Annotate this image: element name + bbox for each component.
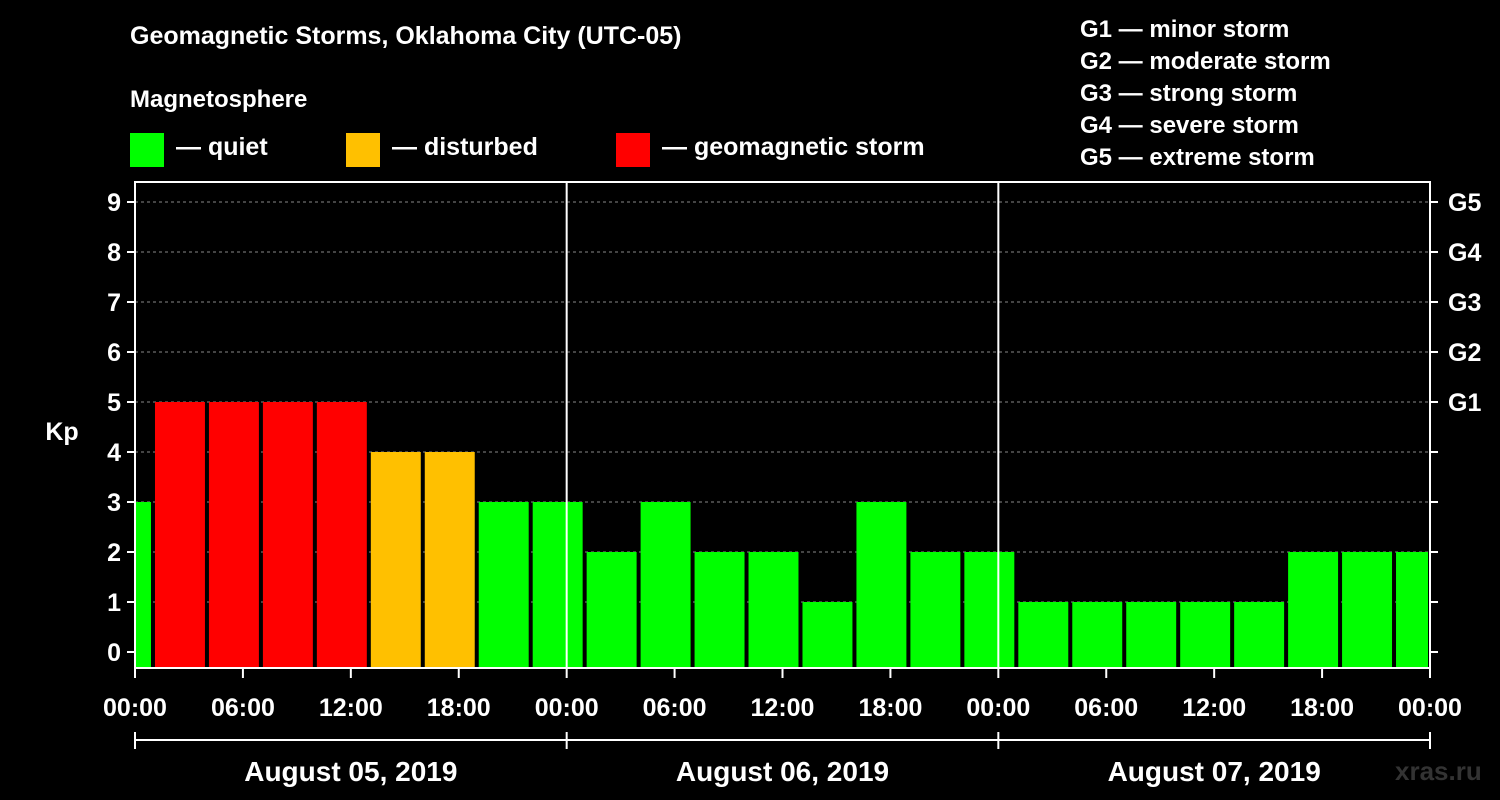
kp-bar — [856, 502, 907, 668]
kp-bar — [964, 552, 1015, 668]
legend-label-storm: — geomagnetic storm — [662, 133, 925, 161]
legend-label-disturbed: — disturbed — [392, 133, 538, 161]
kp-bar — [1180, 602, 1231, 668]
g-level-label: G2 — [1448, 339, 1481, 367]
kp-bar — [1234, 602, 1285, 668]
kp-bar — [1018, 602, 1069, 668]
kp-bar — [748, 552, 799, 668]
kp-bar — [640, 502, 691, 668]
kp-bar — [586, 552, 637, 668]
g-level-label: G1 — [1448, 389, 1481, 417]
x-tick-label: 00:00 — [103, 694, 167, 722]
day-label: August 07, 2019 — [1108, 756, 1321, 787]
x-tick-label: 00:00 — [535, 694, 599, 722]
g-scale-g3: G3 — strong storm — [1080, 80, 1298, 107]
x-tick-label: 00:00 — [966, 694, 1030, 722]
kp-bar — [136, 502, 151, 668]
kp-bar — [532, 502, 583, 668]
kp-bar — [370, 452, 421, 668]
x-tick-label: 18:00 — [858, 694, 922, 722]
legend-label-quiet: — quiet — [176, 133, 268, 161]
g-level-label: G4 — [1448, 239, 1481, 267]
kp-bar — [802, 602, 853, 668]
g-scale-g2: G2 — moderate storm — [1080, 48, 1331, 75]
kp-bar — [154, 402, 205, 668]
day-label: August 06, 2019 — [676, 756, 889, 787]
g-scale-g5: G5 — extreme storm — [1080, 144, 1315, 171]
kp-bar — [316, 402, 367, 668]
day-label: August 05, 2019 — [244, 756, 457, 787]
kp-bar — [1396, 552, 1428, 668]
legend-swatch-disturbed — [346, 133, 380, 167]
y-tick-label: 1 — [107, 589, 121, 617]
y-tick-label: 3 — [107, 489, 121, 517]
y-axis-label: Kp — [45, 418, 78, 446]
kp-bar — [478, 502, 529, 668]
kp-bar — [1072, 602, 1123, 668]
y-tick-label: 0 — [107, 639, 121, 667]
x-tick-label: 00:00 — [1398, 694, 1462, 722]
magnetosphere-title: Magnetosphere — [130, 86, 308, 113]
legend-swatch-storm — [616, 133, 650, 167]
x-tick-label: 06:00 — [643, 694, 707, 722]
legend-swatch-quiet — [130, 133, 164, 167]
y-tick-label: 4 — [107, 439, 121, 467]
y-tick-label: 7 — [107, 289, 121, 317]
y-tick-label: 2 — [107, 539, 121, 567]
kp-bar — [262, 402, 313, 668]
y-tick-label: 6 — [107, 339, 121, 367]
y-tick-label: 5 — [107, 389, 121, 417]
g-level-label: G3 — [1448, 289, 1481, 317]
x-tick-label: 18:00 — [1290, 694, 1354, 722]
x-tick-label: 12:00 — [751, 694, 815, 722]
x-tick-label: 18:00 — [427, 694, 491, 722]
x-tick-label: 12:00 — [319, 694, 383, 722]
kp-bar — [1288, 552, 1339, 668]
x-tick-label: 06:00 — [1074, 694, 1138, 722]
g-scale-g1: G1 — minor storm — [1080, 16, 1290, 43]
watermark: xras.ru — [1395, 756, 1482, 786]
y-tick-label: 8 — [107, 239, 121, 267]
kp-bar — [208, 402, 259, 668]
chart-title: Geomagnetic Storms, Oklahoma City (UTC-0… — [130, 22, 682, 50]
kp-bar — [1342, 552, 1393, 668]
kp-bar — [694, 552, 745, 668]
g-level-label: G5 — [1448, 189, 1481, 217]
g-scale-g4: G4 — severe storm — [1080, 112, 1299, 139]
y-tick-label: 9 — [107, 189, 121, 217]
kp-bar — [910, 552, 961, 668]
kp-bar — [1126, 602, 1177, 668]
kp-bar — [424, 452, 475, 668]
x-tick-label: 12:00 — [1182, 694, 1246, 722]
x-tick-label: 06:00 — [211, 694, 275, 722]
g-scale-legend: G1 — minor storm G2 — moderate storm G3 … — [1080, 14, 1331, 174]
